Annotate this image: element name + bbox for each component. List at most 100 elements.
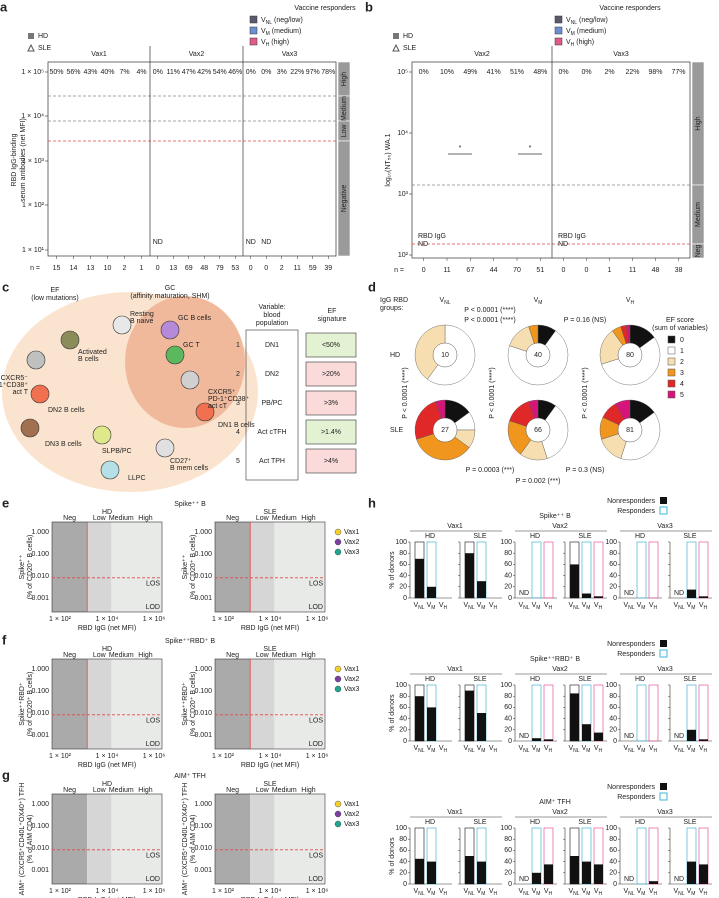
- y-tick-label: 100: [605, 682, 617, 689]
- label: 1 × 10²: [49, 616, 72, 623]
- label: HD: [530, 676, 540, 683]
- label: n =: [30, 265, 40, 272]
- label: CXCR5⁺: [208, 389, 236, 396]
- x-tick-label: VH: [594, 745, 603, 754]
- label: Vax2: [552, 523, 568, 530]
- region-high: [111, 659, 162, 749]
- label: Medium: [695, 202, 702, 227]
- pie-slice: [414, 324, 446, 380]
- label: 1 × 10²: [49, 753, 72, 760]
- label: Medium: [109, 652, 134, 659]
- label: 22%: [290, 69, 304, 76]
- legend-fill: [660, 497, 667, 504]
- sub: H: [549, 891, 553, 897]
- label: RBD IgG: [418, 233, 446, 240]
- label: 2%: [604, 69, 614, 76]
- legend-triangle: [392, 43, 400, 52]
- plot-frame: [214, 793, 326, 885]
- y-tick-label: 100: [395, 539, 407, 546]
- main: V: [637, 745, 642, 752]
- label: AIM⁺ (CXCR5⁺CD40L⁺OX40⁺) TFH: [19, 783, 26, 896]
- sub: M: [571, 31, 575, 37]
- plot-frame: [214, 658, 326, 750]
- label: 1 × 10⁶: [306, 888, 329, 895]
- main: V: [439, 602, 444, 609]
- region-high: [111, 794, 162, 884]
- bar: [544, 739, 553, 741]
- label: ND: [519, 876, 529, 883]
- y-tick-label: 20: [399, 870, 407, 877]
- label: Vax1: [447, 809, 463, 816]
- sub: NL: [678, 748, 685, 754]
- y-tick-label: 40: [504, 572, 512, 579]
- label: LOD: [146, 604, 160, 611]
- label: HD: [403, 33, 413, 40]
- sub: NL: [678, 891, 685, 897]
- label: Spike⁺⁺: [19, 554, 26, 579]
- label: HD: [38, 33, 48, 40]
- label: 0.100: [31, 551, 49, 558]
- region-low: [250, 794, 275, 884]
- label: LOD: [309, 604, 323, 611]
- sub: H: [549, 748, 553, 754]
- label: 38: [675, 267, 683, 274]
- main: V: [582, 745, 587, 752]
- label: ND: [418, 241, 428, 248]
- responder-frame: [648, 684, 659, 742]
- label: P < 0.0001 (****): [464, 317, 515, 324]
- x-tick-label: VNL: [568, 745, 579, 754]
- sub: H: [444, 748, 448, 754]
- label: 1: [140, 265, 144, 272]
- label: DN2: [265, 371, 279, 378]
- sub: NL: [468, 891, 475, 897]
- label: 39: [324, 265, 332, 272]
- label: VH (high): [566, 39, 594, 48]
- label: Spike⁺⁺RBD⁺: [19, 682, 26, 726]
- label: 69: [185, 265, 193, 272]
- label: Low: [93, 515, 107, 522]
- label: Low: [256, 515, 270, 522]
- label: population: [256, 320, 288, 327]
- label: 44: [490, 267, 498, 274]
- main: V: [566, 39, 571, 46]
- pie-hole: [525, 417, 551, 443]
- label: 1.000: [31, 801, 49, 808]
- x-tick-label: VNL: [463, 888, 474, 897]
- label: ND: [624, 590, 634, 597]
- label: P = 0.3 (NS): [566, 467, 605, 474]
- label: SLE: [683, 819, 697, 826]
- y-tick-label: 0: [508, 738, 512, 745]
- legend-dot: [334, 820, 342, 828]
- label: 0%: [558, 69, 568, 76]
- label: 1 × 10⁶: [143, 616, 166, 623]
- label: >1.4%: [321, 429, 341, 436]
- label: 15: [53, 265, 61, 272]
- bar: [687, 589, 696, 598]
- x-tick-label: VM: [582, 888, 591, 897]
- label: 50%: [49, 69, 63, 76]
- sub: M: [481, 748, 485, 754]
- label: Low: [93, 652, 107, 659]
- y-tick-label: 100: [395, 682, 407, 689]
- label: 0.100: [194, 823, 212, 830]
- bar: [415, 558, 424, 598]
- main: V: [687, 745, 692, 752]
- main: V: [673, 602, 678, 609]
- y-tick-label: 20: [504, 727, 512, 734]
- label: P < 0.0001 (****): [582, 367, 589, 418]
- label: LOS: [309, 718, 323, 725]
- label: GC: [165, 285, 176, 292]
- label: HD: [530, 819, 540, 826]
- label: 1 × 10⁶: [306, 753, 329, 760]
- label: Vax3: [657, 809, 673, 816]
- cell: [30, 384, 50, 404]
- label: Low: [256, 787, 270, 794]
- label: log₁₀(NT₅₀) WA.1: [385, 133, 392, 186]
- main: V: [594, 602, 599, 609]
- label: Neg: [63, 515, 76, 522]
- label: RBD IgG (net MFI): [241, 762, 299, 769]
- y-tick-label: 80: [399, 550, 407, 557]
- label: Vax3: [344, 686, 360, 693]
- label: 0.100: [31, 688, 49, 695]
- label: HD: [102, 646, 112, 653]
